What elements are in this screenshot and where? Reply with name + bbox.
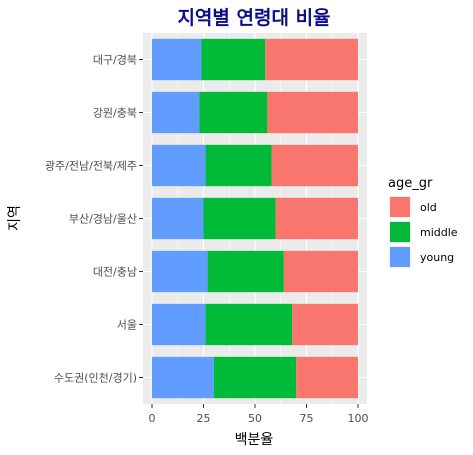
x-tick-label: 75	[300, 412, 314, 425]
bar-segment-middle	[205, 144, 272, 187]
bar-segment-young	[152, 144, 206, 187]
bar-segment-old	[296, 356, 358, 399]
bar-segment-young	[152, 91, 200, 134]
bar-segment-old	[292, 303, 358, 346]
bar-segment-middle	[213, 356, 297, 399]
chart-title: 지역별 연령대 비율	[177, 7, 330, 29]
bar-segment-young	[152, 38, 202, 81]
y-tick-label: 수도권(인천/경기)	[54, 371, 137, 385]
y-tick-label: 대구/경북	[93, 54, 137, 67]
legend-label-young: young	[420, 251, 454, 264]
bar-segment-middle	[207, 250, 284, 293]
y-axis-title: 지역	[7, 205, 23, 231]
bar-segment-young	[152, 197, 204, 240]
bar-segment-middle	[199, 91, 268, 134]
y-tick-label: 강원/충북	[93, 107, 137, 120]
bar-segment-young	[152, 356, 214, 399]
legend-key-middle	[390, 222, 410, 242]
bar-segment-middle	[205, 303, 293, 346]
y-tick-label: 광주/전남/전북/제주	[45, 160, 137, 173]
bar-segment-young	[152, 303, 206, 346]
legend-key-young	[390, 247, 410, 267]
bar-segment-young	[152, 250, 208, 293]
legend: age_gr old middle young	[388, 176, 458, 268]
bar-segment-middle	[203, 197, 276, 240]
x-tick-label: 100	[348, 412, 369, 425]
bars	[152, 38, 358, 399]
bar-segment-old	[275, 197, 358, 240]
bar-segment-old	[271, 144, 358, 187]
legend-title: age_gr	[388, 176, 433, 191]
x-axis-title: 백분율	[235, 432, 274, 448]
bar-segment-middle	[201, 38, 266, 81]
legend-label-middle: middle	[420, 226, 458, 239]
y-axis-ticks: 수도권(인천/경기) 서울 대전/충남 부산/경남/울산 광주/전남/전북/제주 강원/충…	[45, 54, 143, 385]
x-tick-label: 50	[248, 412, 262, 425]
x-tick-label: 0	[149, 412, 156, 425]
bar-segment-old	[283, 250, 358, 293]
bar-segment-old	[267, 91, 358, 134]
y-tick-label: 부산/경남/울산	[69, 213, 137, 226]
y-tick-label: 서울	[117, 319, 137, 332]
legend-label-old: old	[420, 201, 437, 214]
x-tick-label: 25	[197, 412, 211, 425]
bar-segment-old	[265, 38, 358, 81]
legend-key-old	[390, 197, 410, 217]
y-tick-label: 대전/충남	[93, 266, 137, 279]
x-axis-ticks: 0 25 50 75 100	[149, 404, 369, 425]
